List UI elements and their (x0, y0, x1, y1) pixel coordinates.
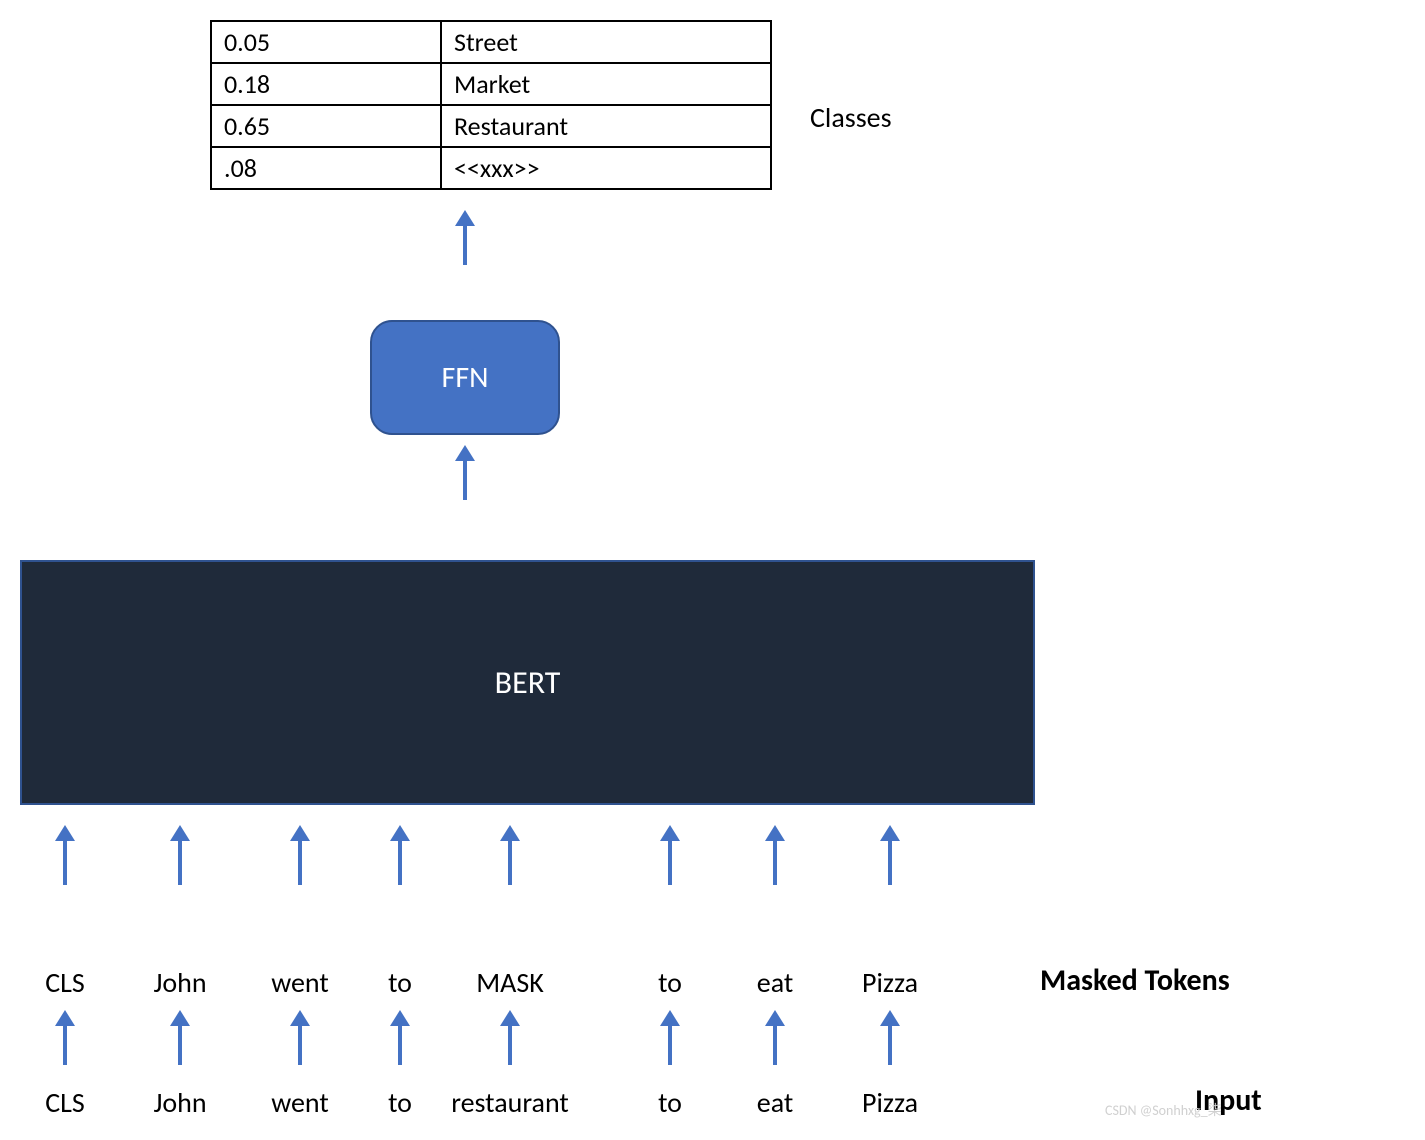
input-token: Pizza (862, 1085, 918, 1120)
masked-token: eat (757, 965, 793, 1000)
table-row: 0.18 Market (211, 63, 771, 105)
masked-token: John (153, 965, 206, 1000)
masked-token: MASK (476, 965, 544, 1000)
input-token: restaurant (451, 1085, 569, 1120)
ffn-label: FFN (442, 359, 489, 396)
masked-token: Pizza (862, 965, 918, 1000)
bert-box: BERT (20, 560, 1035, 805)
label-cell: <<xxx>> (441, 147, 771, 189)
classes-label: Classes (810, 100, 892, 135)
masked-token: CLS (45, 965, 85, 1000)
input-token: to (388, 1085, 412, 1120)
input-token: John (153, 1085, 206, 1120)
input-token: CLS (45, 1085, 85, 1120)
classes-table: 0.05 Street 0.18 Market 0.65 Restaurant … (210, 20, 772, 190)
bert-label: BERT (495, 663, 561, 702)
input-token: went (271, 1085, 329, 1120)
table-row: .08 <<xxx>> (211, 147, 771, 189)
prob-cell: 0.18 (211, 63, 441, 105)
label-cell: Street (441, 21, 771, 63)
input-token: to (658, 1085, 682, 1120)
prob-cell: 0.05 (211, 21, 441, 63)
watermark-text: CSDN @Sonhhxg_柒 (1105, 1100, 1222, 1120)
masked-tokens-label: Masked Tokens (1040, 962, 1230, 999)
table-row: 0.05 Street (211, 21, 771, 63)
label-cell: Restaurant (441, 105, 771, 147)
prob-cell: 0.65 (211, 105, 441, 147)
input-token: eat (757, 1085, 793, 1120)
masked-token: to (658, 965, 682, 1000)
diagram-container: 0.05 Street 0.18 Market 0.65 Restaurant … (20, 20, 1405, 1120)
label-cell: Market (441, 63, 771, 105)
masked-token: went (271, 965, 329, 1000)
prob-cell: .08 (211, 147, 441, 189)
ffn-box: FFN (370, 320, 560, 435)
masked-token: to (388, 965, 412, 1000)
table-row: 0.65 Restaurant (211, 105, 771, 147)
